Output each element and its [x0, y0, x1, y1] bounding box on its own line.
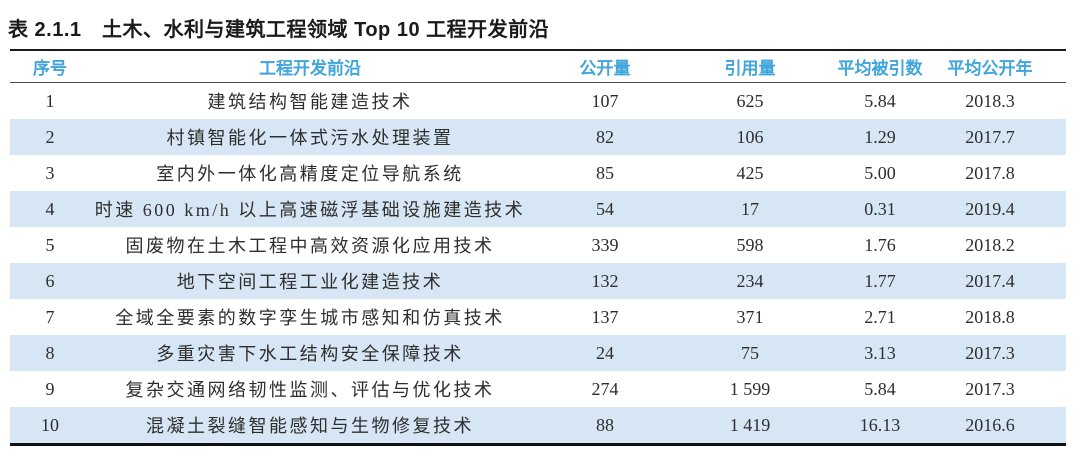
cell-published: 82	[530, 119, 680, 155]
table-row: 1 建筑结构智能建造技术 107 625 5.84 2018.3	[10, 83, 1066, 120]
cell-rank: 6	[10, 263, 90, 299]
cell-avg-pub-year: 2016.6	[940, 407, 1066, 445]
header-row: 序号 工程开发前沿 公开量 引用量 平均被引数 平均公开年	[10, 50, 1066, 83]
cell-front-name: 固废物在土木工程中高效资源化应用技术	[125, 236, 495, 256]
cell-avg-citations: 16.13	[820, 407, 940, 445]
cell-avg-pub-year: 2018.8	[965, 306, 1015, 327]
cell-front-name: 室内外一体化高精度定位导航系统	[156, 164, 464, 184]
cell-rank: 7	[45, 306, 55, 327]
cell-citations: 75	[680, 335, 820, 371]
cell-avg-citations: 3.13	[820, 335, 940, 371]
table-row: 9 复杂交通网络韧性监测、评估与优化技术 274 1 599 5.84 2017.3	[10, 371, 1066, 407]
cell-avg-citations: 1.77	[820, 263, 940, 299]
cell-front-name: 时速 600 km/h 以上高速磁浮基础设施建造技术	[90, 191, 530, 227]
cell-published: 132	[530, 263, 680, 299]
cell-citations: 371	[736, 306, 764, 327]
table-row: 3 室内外一体化高精度定位导航系统 85 425 5.00 2017.8	[10, 155, 1066, 191]
table-row: 8 多重灾害下水工结构安全保障技术 24 75 3.13 2017.3	[10, 335, 1066, 371]
cell-avg-citations: 1.29	[820, 119, 940, 155]
cell-avg-citations: 1.76	[864, 234, 896, 255]
table-row: 4 时速 600 km/h 以上高速磁浮基础设施建造技术 54 17 0.31 2019.…	[10, 191, 1066, 227]
cell-published: 24	[530, 335, 680, 371]
cell-front-name: 村镇智能化一体式污水处理装置	[90, 119, 530, 155]
table-row: 6 地下空间工程工业化建造技术 132 234 1.77 2017.4	[10, 263, 1066, 299]
cell-front-name: 混凝土裂缝智能感知与生物修复技术	[90, 407, 530, 445]
col-header-rank: 序号	[10, 50, 90, 83]
cell-published: 88	[530, 407, 680, 445]
table-row: 5 固废物在土木工程中高效资源化应用技术 339 598 1.76 2018.2	[10, 227, 1066, 263]
cell-avg-citations: 5.84	[864, 378, 896, 399]
cell-rank: 5	[45, 234, 55, 255]
cell-published: 54	[530, 191, 680, 227]
cell-published: 339	[591, 234, 619, 255]
cell-citations: 17	[680, 191, 820, 227]
cell-citations: 1 599	[729, 378, 771, 399]
cell-avg-pub-year: 2018.2	[965, 234, 1015, 255]
cell-citations: 234	[680, 263, 820, 299]
cell-front-name: 建筑结构智能建造技术	[207, 92, 413, 112]
cell-rank: 1	[45, 90, 55, 111]
cell-front-name: 多重灾害下水工结构安全保障技术	[90, 335, 530, 371]
cell-avg-pub-year: 2017.7	[940, 119, 1066, 155]
cell-avg-pub-year: 2017.8	[965, 162, 1015, 183]
cell-front-name: 复杂交通网络韧性监测、评估与优化技术	[125, 380, 495, 400]
cell-rank: 9	[45, 378, 55, 399]
col-header-published: 公开量	[530, 50, 680, 83]
cell-citations: 1 419	[680, 407, 820, 445]
cell-citations: 425	[736, 162, 764, 183]
table-row: 10 混凝土裂缝智能感知与生物修复技术 88 1 419 16.13 2016.6	[10, 407, 1066, 445]
cell-avg-citations: 0.31	[820, 191, 940, 227]
cell-rank: 3	[45, 162, 55, 183]
cell-avg-pub-year: 2017.3	[965, 378, 1015, 399]
col-header-front-name: 工程开发前沿	[90, 50, 530, 83]
table-row: 7 全域全要素的数字孪生城市感知和仿真技术 137 371 2.71 2018.8	[10, 299, 1066, 335]
table-caption: 表 2.1.1 土木、水利与建筑工程领域 Top 10 工程开发前沿	[8, 19, 550, 41]
cell-avg-citations: 2.71	[864, 306, 896, 327]
col-header-avg-citations: 平均被引数	[820, 50, 940, 83]
table-row: 2 村镇智能化一体式污水处理装置 82 106 1.29 2017.7	[10, 119, 1066, 155]
cell-published: 137	[591, 306, 619, 327]
cell-published: 85	[596, 162, 614, 183]
cell-rank: 8	[10, 335, 90, 371]
col-header-citations: 引用量	[680, 50, 820, 83]
col-header-avg-pub-year: 平均公开年	[940, 50, 1066, 83]
cell-front-name: 地下空间工程工业化建造技术	[90, 263, 530, 299]
cell-rank: 4	[10, 191, 90, 227]
cell-citations: 625	[736, 90, 764, 111]
cell-avg-pub-year: 2017.4	[940, 263, 1066, 299]
cell-avg-pub-year: 2019.4	[940, 191, 1066, 227]
table-header: 序号 工程开发前沿 公开量 引用量 平均被引数 平均公开年	[10, 50, 1066, 83]
cell-avg-citations: 5.84	[864, 90, 896, 111]
fronts-table: 序号 工程开发前沿 公开量 引用量 平均被引数 平均公开年 1 建筑结构智能建造技…	[10, 49, 1066, 446]
cell-rank: 10	[10, 407, 90, 445]
cell-published: 274	[591, 378, 619, 399]
cell-rank: 2	[10, 119, 90, 155]
cell-citations: 598	[736, 234, 764, 255]
cell-citations: 106	[680, 119, 820, 155]
cell-front-name: 全域全要素的数字孪生城市感知和仿真技术	[115, 308, 505, 328]
cell-avg-citations: 5.00	[864, 162, 896, 183]
table-body: 1 建筑结构智能建造技术 107 625 5.84 2018.3 2 村镇智能化一体式污水处理…	[10, 83, 1066, 445]
cell-avg-pub-year: 2018.3	[965, 90, 1015, 111]
cell-published: 107	[591, 90, 619, 111]
cell-avg-pub-year: 2017.3	[940, 335, 1066, 371]
